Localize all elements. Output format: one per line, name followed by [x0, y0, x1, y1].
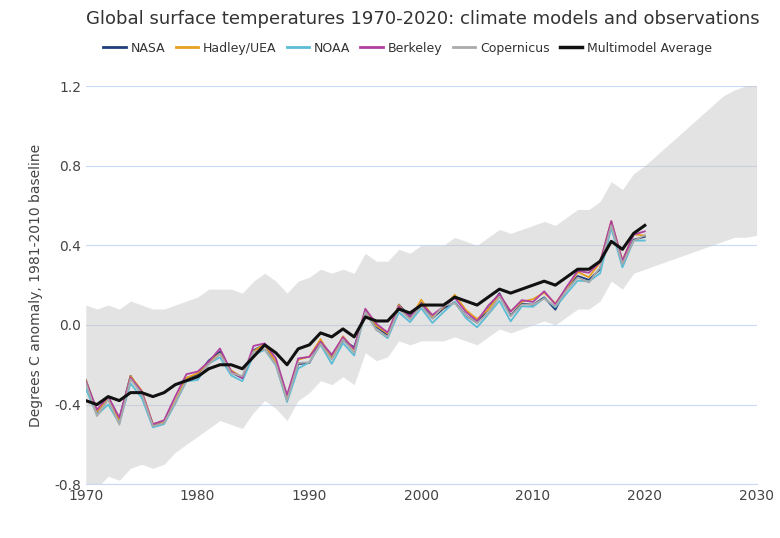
Y-axis label: Degrees C anomaly, 1981-2010 baseline: Degrees C anomaly, 1981-2010 baseline — [29, 144, 43, 427]
Text: Global surface temperatures 1970-2020: climate models and observations: Global surface temperatures 1970-2020: c… — [86, 10, 760, 27]
Legend: NASA, Hadley/UEA, NOAA, Berkeley, Copernicus, Multimodel Average: NASA, Hadley/UEA, NOAA, Berkeley, Copern… — [98, 37, 717, 60]
